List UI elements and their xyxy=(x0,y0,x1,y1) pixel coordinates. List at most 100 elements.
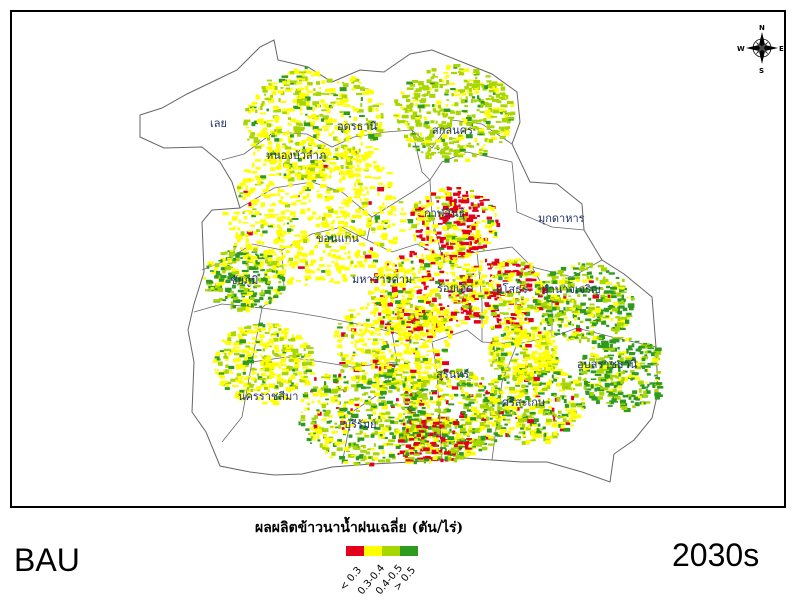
yield-pixel xyxy=(387,302,393,307)
yield-pixel xyxy=(593,292,597,297)
yield-pixel xyxy=(434,257,440,260)
yield-pixel xyxy=(490,276,494,278)
yield-pixel xyxy=(260,269,265,272)
yield-pixel xyxy=(262,102,266,106)
yield-pixel xyxy=(472,240,476,242)
yield-pixel xyxy=(279,227,283,230)
yield-pixel xyxy=(471,266,477,270)
yield-pixel xyxy=(563,294,567,299)
yield-pixel xyxy=(515,278,519,282)
yield-pixel xyxy=(344,401,349,404)
yield-pixel xyxy=(453,226,459,231)
yield-pixel xyxy=(472,246,478,251)
yield-pixel xyxy=(370,311,375,315)
yield-pixel xyxy=(493,85,497,90)
yield-pixel xyxy=(232,273,236,277)
yield-pixel xyxy=(376,386,383,391)
yield-pixel xyxy=(499,297,502,301)
yield-pixel xyxy=(453,64,461,68)
yield-pixel xyxy=(473,284,478,288)
yield-pixel xyxy=(516,421,520,425)
yield-pixel xyxy=(372,458,376,461)
yield-pixel xyxy=(423,299,428,304)
yield-pixel xyxy=(239,278,244,282)
yield-pixel xyxy=(462,229,470,235)
yield-pixel xyxy=(397,308,400,314)
yield-pixel xyxy=(482,404,488,409)
yield-pixel xyxy=(370,331,374,336)
yield-pixel xyxy=(445,89,449,94)
yield-pixel xyxy=(393,279,396,284)
yield-pixel xyxy=(569,280,574,282)
yield-pixel xyxy=(656,371,661,374)
yield-pixel xyxy=(596,337,603,340)
yield-pixel xyxy=(232,284,236,289)
yield-pixel xyxy=(616,387,622,389)
yield-pixel xyxy=(278,162,282,168)
yield-pixel xyxy=(322,103,329,108)
yield-pixel xyxy=(460,375,465,377)
yield-pixel xyxy=(398,255,405,260)
yield-pixel xyxy=(338,373,342,377)
yield-pixel xyxy=(405,302,411,305)
yield-pixel xyxy=(269,300,272,304)
yield-pixel xyxy=(506,320,510,324)
yield-pixel xyxy=(490,325,493,329)
yield-pixel xyxy=(418,323,424,327)
yield-pixel xyxy=(480,103,484,107)
yield-pixel xyxy=(357,436,360,439)
yield-pixel xyxy=(259,253,265,256)
yield-pixel xyxy=(237,227,241,231)
yield-pixel xyxy=(409,304,413,308)
yield-pixel xyxy=(350,260,354,264)
yield-pixel xyxy=(602,344,609,349)
yield-pixel xyxy=(457,134,462,137)
yield-pixel xyxy=(320,159,328,163)
yield-pixel xyxy=(334,426,341,429)
yield-pixel xyxy=(538,398,541,402)
yield-pixel xyxy=(407,143,411,148)
yield-pixel xyxy=(384,265,389,269)
yield-pixel xyxy=(456,218,462,220)
yield-pixel xyxy=(326,195,332,199)
yield-pixel xyxy=(508,386,515,391)
yield-pixel xyxy=(410,107,413,111)
yield-pixel xyxy=(339,170,345,175)
yield-pixel xyxy=(420,355,426,358)
yield-pixel xyxy=(369,164,372,168)
yield-pixel xyxy=(394,322,400,326)
yield-pixel xyxy=(632,405,636,409)
yield-pixel xyxy=(366,302,370,306)
yield-pixel xyxy=(255,176,261,180)
yield-pixel xyxy=(340,202,346,205)
yield-pixel xyxy=(330,226,335,231)
yield-pixel xyxy=(586,369,591,372)
yield-pixel xyxy=(580,265,585,270)
yield-pixel xyxy=(301,189,305,193)
yield-pixel xyxy=(448,334,453,339)
yield-pixel xyxy=(475,400,479,404)
yield-pixel xyxy=(270,94,274,99)
yield-pixel xyxy=(422,393,428,398)
yield-pixel xyxy=(379,209,382,213)
yield-pixel xyxy=(587,278,592,281)
yield-pixel xyxy=(325,242,329,247)
yield-pixel xyxy=(421,397,428,400)
yield-pixel xyxy=(293,126,299,131)
yield-pixel xyxy=(300,261,307,263)
yield-pixel xyxy=(327,409,331,414)
yield-pixel xyxy=(278,189,285,192)
yield-pixel xyxy=(406,81,414,85)
yield-pixel xyxy=(628,395,632,400)
yield-pixel xyxy=(411,115,416,120)
yield-pixel xyxy=(538,409,543,414)
yield-pixel xyxy=(281,156,288,159)
yield-pixel xyxy=(465,191,469,195)
yield-pixel xyxy=(431,151,437,154)
yield-pixel xyxy=(384,290,388,293)
yield-pixel xyxy=(251,163,255,168)
yield-pixel xyxy=(295,88,301,93)
yield-pixel xyxy=(646,346,654,349)
yield-pixel xyxy=(348,424,355,427)
yield-pixel xyxy=(528,318,534,323)
